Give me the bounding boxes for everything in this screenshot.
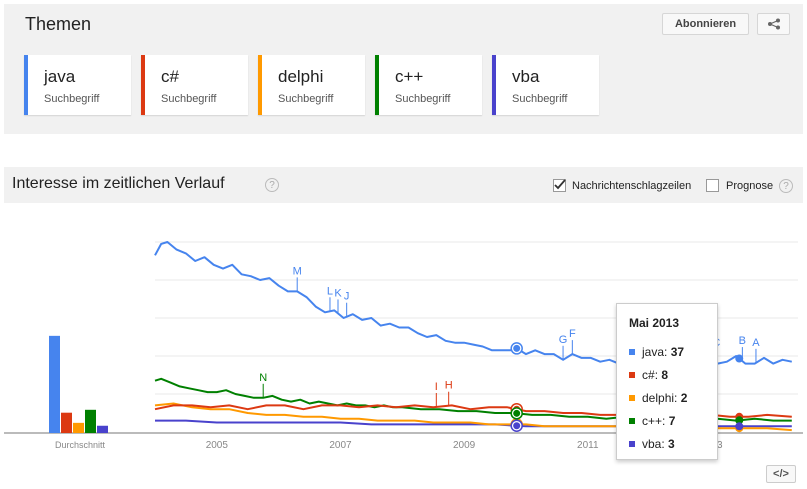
subscribe-button[interactable]: Abonnieren bbox=[662, 13, 749, 35]
news-marker-label: M bbox=[293, 265, 302, 277]
news-marker-label: N bbox=[259, 372, 267, 384]
hover-tooltip: Mai 2013 java: 37 c#: 8 delphi: 2 c++: 7… bbox=[616, 303, 718, 460]
themen-title: Themen bbox=[25, 14, 92, 34]
checkmark-icon bbox=[554, 179, 566, 190]
term-card-vba[interactable]: vba Suchbegriff bbox=[492, 55, 599, 115]
share-icon bbox=[767, 18, 780, 30]
highlight-ring bbox=[510, 418, 523, 431]
highlight-ring bbox=[510, 342, 523, 355]
term-name: java bbox=[44, 67, 76, 86]
x-tick-label: 2009 bbox=[453, 440, 476, 451]
x-tick-label: 2007 bbox=[329, 440, 352, 451]
news-marker-label: G bbox=[559, 334, 568, 346]
average-label: Durchschnitt bbox=[55, 440, 106, 450]
tooltip-row: java: 37 bbox=[629, 345, 684, 359]
term-name: delphi bbox=[278, 67, 324, 86]
x-tick-label: 2005 bbox=[206, 440, 229, 451]
tooltip-row: vba: 3 bbox=[629, 437, 675, 451]
news-marker-label: K bbox=[334, 287, 342, 299]
highlight-point bbox=[513, 405, 521, 413]
hover-point bbox=[735, 424, 744, 433]
tooltip-term: vba bbox=[642, 437, 662, 451]
average-bar bbox=[61, 412, 72, 433]
highlight-ring bbox=[510, 407, 523, 420]
tooltip-value: 7 bbox=[668, 414, 676, 428]
tooltip-term: delphi bbox=[642, 391, 675, 405]
hover-point bbox=[735, 354, 744, 363]
embed-button[interactable]: </> bbox=[766, 465, 796, 483]
tooltip-term: c++ bbox=[642, 414, 663, 428]
tooltip-row: delphi: 2 bbox=[629, 391, 687, 405]
tooltip-value: 3 bbox=[668, 437, 675, 451]
tooltip-term: c# bbox=[642, 368, 655, 382]
highlight-point bbox=[513, 344, 521, 352]
legend-swatch bbox=[629, 395, 635, 401]
share-button[interactable] bbox=[757, 13, 790, 35]
term-type: Suchbegriff bbox=[512, 93, 568, 105]
themen-panel: Themen Abonnieren java Suchbegriff c# Su… bbox=[4, 4, 803, 134]
news-marker-label: I bbox=[435, 381, 438, 393]
average-bar bbox=[73, 422, 84, 433]
legend-swatch bbox=[629, 418, 635, 424]
help-icon[interactable]: ? bbox=[265, 178, 279, 192]
tooltip-row: c++: 7 bbox=[629, 414, 675, 428]
term-type: Suchbegriff bbox=[395, 93, 451, 105]
interest-title: Interesse im zeitlichen Verlauf bbox=[12, 175, 225, 192]
news-marker-label: H bbox=[445, 380, 453, 392]
news-marker-label: A bbox=[752, 337, 760, 349]
term-name: vba bbox=[512, 67, 540, 86]
term-name: c# bbox=[161, 67, 179, 86]
news-marker-label: F bbox=[569, 328, 576, 340]
average-bar bbox=[97, 425, 108, 433]
term-card-csharp[interactable]: c# Suchbegriff bbox=[141, 55, 248, 115]
tooltip-value: 37 bbox=[670, 345, 685, 359]
term-type: Suchbegriff bbox=[161, 93, 217, 105]
hover-point bbox=[735, 412, 744, 421]
legend-swatch bbox=[629, 441, 635, 447]
news-marker-label: J bbox=[344, 291, 350, 303]
x-tick-label: 2011 bbox=[577, 440, 599, 451]
legend-swatch bbox=[629, 349, 635, 355]
highlight-point bbox=[513, 422, 521, 430]
tooltip-value: 8 bbox=[661, 368, 669, 382]
news-marker-label: B bbox=[739, 335, 746, 347]
legend-swatch bbox=[629, 372, 635, 378]
average-bar bbox=[49, 335, 60, 433]
forecast-label: Prognose bbox=[726, 180, 774, 192]
highlight-point bbox=[513, 420, 521, 428]
term-card-cpp[interactable]: c++ Suchbegriff bbox=[375, 55, 482, 115]
news-marker-label: L bbox=[327, 285, 333, 297]
highlight-ring bbox=[510, 402, 523, 416]
hover-point bbox=[735, 416, 744, 425]
tooltip-value: 2 bbox=[680, 391, 688, 405]
tooltip-row: c#: 8 bbox=[629, 368, 668, 382]
highlight-point bbox=[513, 409, 521, 417]
forecast-checkbox[interactable] bbox=[706, 179, 719, 192]
news-headlines-label: Nachrichtenschlagzeilen bbox=[572, 180, 692, 192]
term-type: Suchbegriff bbox=[44, 93, 100, 105]
term-card-delphi[interactable]: delphi Suchbegriff bbox=[258, 55, 365, 115]
news-headlines-checkbox[interactable] bbox=[553, 179, 566, 192]
tooltip-term: java bbox=[642, 345, 665, 359]
average-bar bbox=[85, 409, 96, 433]
tooltip-title: Mai 2013 bbox=[629, 316, 680, 330]
hover-point bbox=[735, 422, 744, 431]
interest-header: Interesse im zeitlichen Verlauf ? Nachri… bbox=[4, 167, 803, 203]
term-card-java[interactable]: java Suchbegriff bbox=[24, 55, 131, 115]
term-name: c++ bbox=[395, 67, 424, 86]
highlight-ring bbox=[510, 419, 523, 432]
term-type: Suchbegriff bbox=[278, 93, 334, 105]
forecast-help-icon[interactable]: ? bbox=[779, 179, 793, 193]
